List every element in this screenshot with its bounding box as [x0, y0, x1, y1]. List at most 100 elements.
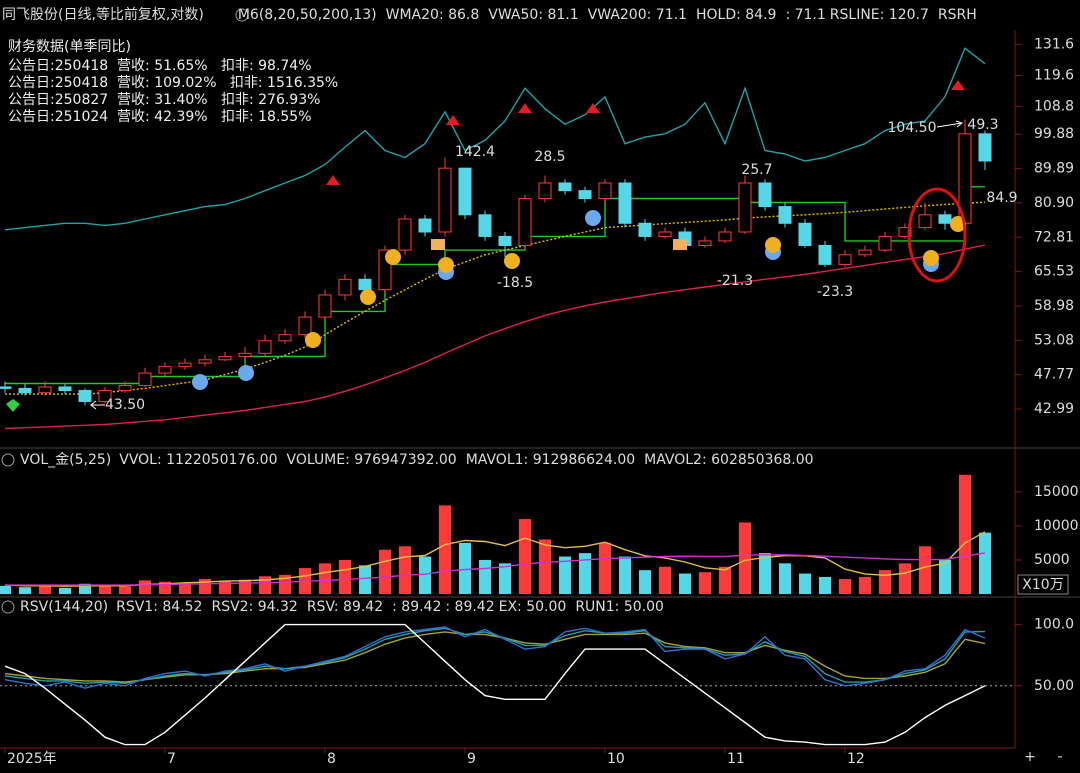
finance-row: 公告日:251024 营收: 42.39% 扣非: 18.55%: [8, 109, 312, 125]
signal-triangle: [446, 115, 460, 125]
y-tick-label: 108.8: [1034, 98, 1074, 114]
finance-row: 公告日:250827 营收: 31.40% 扣非: 276.93%: [8, 92, 320, 108]
y-tick-label: 10000: [1034, 518, 1079, 534]
volume-bar: [939, 559, 951, 594]
candle-body: [838, 254, 852, 265]
candle-body: [438, 167, 452, 233]
volume-bar: [959, 474, 971, 594]
candle-body: [898, 227, 912, 237]
panel-title: VOL_金(5,25): [20, 452, 111, 468]
signal-coin: [305, 332, 321, 348]
volume-bar: [319, 563, 331, 594]
volume-bar: [579, 553, 591, 594]
annotation: -23.3: [817, 284, 853, 300]
y-tick-label: 99.88: [1034, 126, 1074, 142]
candle-body: [398, 218, 412, 251]
indicator-line: [4, 623, 986, 746]
candle-body: [198, 359, 212, 364]
candle-body: [518, 198, 532, 246]
legend-item: : 71.1: [785, 7, 825, 23]
x-tick-label: 10: [607, 751, 625, 767]
candle-body: [178, 362, 192, 367]
candle-body: [738, 182, 752, 233]
legend-item: : 89.42: [445, 599, 494, 615]
candle-body: [258, 340, 272, 354]
legend-item: RSV1: 84.52: [116, 599, 202, 615]
indicator-line: [5, 201, 986, 395]
candle-body: [138, 372, 152, 387]
legend-item: RUN1: 50.00: [575, 599, 664, 615]
y-tick-label: 58.98: [1034, 298, 1074, 314]
candle-body: [718, 231, 732, 242]
candle-body: [358, 278, 372, 291]
volume-bar: [879, 570, 891, 594]
volume-bar: [819, 576, 831, 594]
candle-body: [38, 386, 52, 394]
volume-bar: [479, 559, 491, 594]
candle-body: [118, 385, 132, 392]
menu-icon[interactable]: [1, 600, 15, 614]
x-tick-label: 2025年: [7, 751, 57, 767]
annotation: 142.4: [455, 144, 495, 160]
annotation: 43.50: [105, 397, 145, 413]
zoom-out[interactable]: -: [1057, 749, 1062, 765]
volume-bar: [619, 556, 631, 594]
legend-item: MAVOL2: 602850368.00: [644, 452, 813, 468]
volume-bar: [219, 581, 231, 594]
panel-title: 同飞股份(日线,等比前复权,对数): [2, 6, 204, 23]
volume-bar: [459, 542, 471, 594]
candle-body: [538, 182, 552, 200]
y-tick-label: 131.6: [1034, 36, 1074, 52]
signal-coin: [950, 216, 966, 232]
volume-bar: [99, 585, 111, 594]
panel-title: RSV(144,20): [20, 599, 108, 615]
candle-body: [558, 182, 572, 192]
volume-bar: [559, 556, 571, 594]
candle-body: [978, 133, 992, 162]
legend-item: WMA20: 86.8: [386, 7, 480, 23]
indicator-line: [4, 47, 986, 231]
candle-body: [598, 182, 612, 200]
x-tick-label: 8: [327, 751, 336, 767]
y-tick-label: 50.00: [1034, 678, 1074, 694]
candle-body: [218, 356, 232, 361]
legend-item: : 89.42: [392, 599, 441, 615]
volume-bar: [659, 566, 671, 594]
signal-diamond: [6, 399, 20, 412]
candle-body: [0, 386, 12, 389]
volume-bar: [719, 566, 731, 594]
volume-bar: [899, 563, 911, 594]
volume-bar: [699, 572, 711, 594]
menu-icon[interactable]: [235, 8, 249, 22]
menu-icon[interactable]: [1, 453, 15, 467]
legend-item: RSLINE: 120.7: [830, 7, 929, 23]
candle-body: [758, 182, 772, 208]
finance-row: 公告日:250418 营收: 51.65% 扣非: 98.74%: [8, 58, 312, 74]
signal-coin: [765, 237, 781, 253]
candle-body: [478, 214, 492, 237]
volume-bar: [919, 546, 931, 594]
volume-bar: [399, 546, 411, 594]
y-tick-label: 119.6: [1034, 67, 1074, 83]
candle-body: [58, 386, 72, 392]
x-tick-label: 7: [167, 751, 176, 767]
volume-bar: [179, 583, 191, 594]
volume-bar: [359, 565, 371, 594]
candle-body: [18, 387, 32, 394]
unit-box: [1017, 574, 1069, 595]
signal-note: [673, 239, 687, 250]
y-tick-label: 42.99: [1034, 401, 1074, 417]
candle-body: [418, 218, 432, 233]
candle-body: [318, 294, 332, 318]
legend-item: HOLD: 84.9: [696, 7, 776, 23]
y-tick-label: 15000: [1034, 484, 1079, 500]
signal-triangle: [951, 80, 965, 90]
annotation: 25.7: [741, 162, 772, 178]
zoom-in[interactable]: +: [1024, 749, 1036, 765]
annotation: 84.9: [986, 190, 1017, 206]
y-tick-label: 47.77: [1034, 367, 1074, 383]
volume-bar: [0, 585, 11, 594]
candle-body: [338, 278, 352, 296]
candle-body: [818, 244, 832, 265]
highlight-circle: [907, 187, 967, 283]
